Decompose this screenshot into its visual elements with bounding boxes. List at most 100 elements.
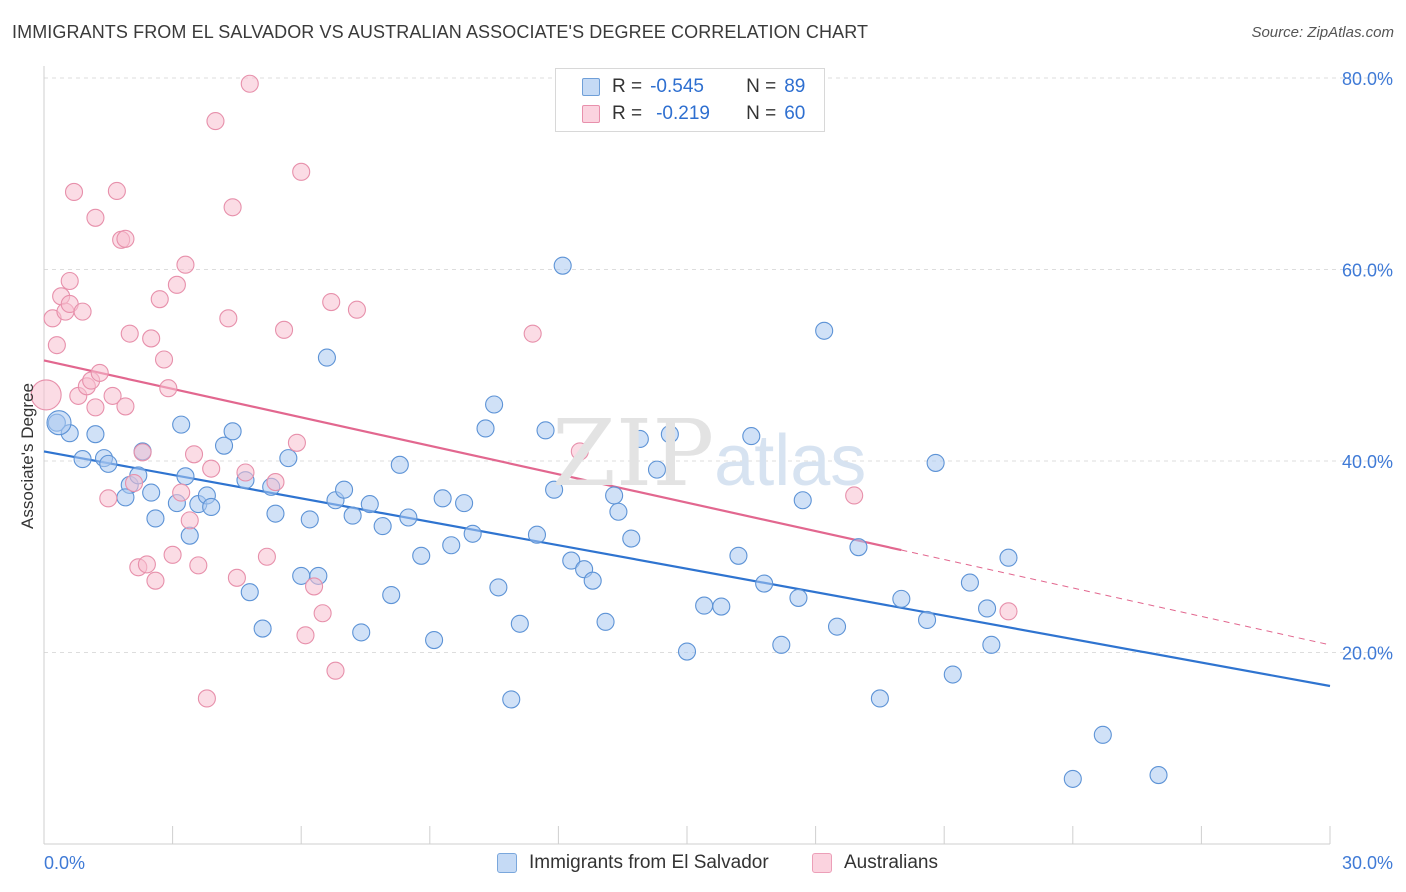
point-el-salvador [73, 450, 92, 469]
point-el-salvador [527, 525, 547, 544]
point-australians [257, 547, 276, 566]
bottom-legend-label: Australians [844, 852, 938, 873]
point-el-salvador [630, 429, 649, 449]
point-el-salvador [300, 510, 319, 529]
point-el-salvador [960, 573, 979, 592]
point-australians [206, 112, 225, 131]
point-australians [146, 571, 165, 590]
point-australians [90, 363, 109, 382]
point-el-salvador [266, 504, 285, 523]
point-el-salvador [729, 546, 748, 565]
point-australians [845, 486, 864, 505]
legend-n-label: N = [746, 76, 777, 97]
point-el-salvador [596, 612, 615, 631]
point-el-salvador [926, 453, 945, 472]
source-label: Source: ZipAtlas.com [1251, 24, 1394, 41]
point-el-salvador [317, 348, 336, 367]
point-el-salvador [562, 551, 581, 570]
watermark-atlas: atlas [714, 421, 867, 501]
point-australians [150, 290, 169, 309]
point-el-salvador [755, 574, 774, 593]
point-el-salvador [793, 491, 812, 510]
point-el-salvador [223, 422, 242, 441]
point-el-salvador [849, 538, 868, 557]
point-el-salvador [1093, 725, 1112, 744]
point-el-salvador [510, 614, 529, 633]
point-el-salvador [489, 578, 508, 597]
legend-swatch-blue [582, 78, 600, 96]
point-australians [523, 324, 542, 343]
point-australians [167, 275, 186, 294]
point-el-salvador [485, 395, 504, 414]
data-points [30, 74, 1168, 788]
legend-r-label: R = [612, 103, 643, 124]
y-tick-label: 60.0% [1342, 261, 1393, 281]
point-australians [305, 577, 324, 596]
point-australians [154, 350, 174, 369]
point-australians [275, 320, 294, 339]
point-el-salvador [827, 617, 847, 636]
point-australians [347, 300, 366, 319]
y-tick-label: 80.0% [1342, 69, 1393, 89]
point-el-salvador [583, 571, 602, 590]
point-australians [292, 162, 311, 181]
point-australians [313, 604, 332, 623]
point-el-salvador [476, 419, 495, 438]
watermark: ZIPatlas [552, 400, 866, 507]
point-el-salvador [545, 480, 564, 499]
point-el-salvador [789, 588, 808, 607]
point-el-salvador [382, 585, 401, 605]
point-australians [159, 379, 178, 398]
point-australians [172, 483, 191, 502]
point-el-salvador [253, 619, 272, 638]
point-el-salvador [240, 583, 259, 602]
point-australians [99, 489, 118, 508]
point-australians [570, 442, 589, 461]
point-el-salvador [86, 425, 105, 444]
legend-r-label: R = [612, 76, 643, 97]
bottom-legend-swatch-pink [812, 853, 832, 873]
point-el-salvador [677, 642, 697, 661]
point-australians [189, 556, 208, 575]
point-australians [116, 397, 135, 416]
point-el-salvador [202, 497, 221, 517]
point-el-salvador [335, 480, 354, 499]
point-el-salvador [892, 589, 911, 608]
point-el-salvador [172, 415, 191, 434]
point-el-salvador [742, 427, 761, 446]
point-el-salvador [146, 509, 165, 528]
point-el-salvador [343, 506, 362, 525]
point-el-salvador [442, 536, 461, 555]
point-el-salvador [399, 508, 418, 527]
point-australians [133, 443, 152, 462]
point-el-salvador [463, 524, 482, 543]
trend-line-australians [43, 359, 902, 552]
x-tick-label: 30.0% [1342, 853, 1393, 873]
point-australians [227, 568, 246, 587]
point-el-salvador [455, 494, 474, 513]
point-el-salvador [978, 599, 997, 618]
y-tick-label: 40.0% [1342, 452, 1393, 472]
point-el-salvador [918, 610, 937, 629]
gridlines [44, 77, 1392, 653]
watermark-zip: ZIP [552, 400, 715, 507]
point-el-salvador [622, 529, 641, 548]
point-australians [73, 302, 92, 321]
point-australians [184, 445, 204, 464]
point-australians [103, 386, 122, 405]
point-el-salvador [1149, 766, 1168, 785]
point-el-salvador [352, 623, 371, 642]
point-australians [142, 329, 161, 348]
point-australians [266, 473, 285, 492]
point-el-salvador [999, 548, 1018, 567]
point-el-salvador [412, 546, 431, 565]
point-el-salvador [46, 410, 72, 436]
point-el-salvador [1063, 769, 1082, 788]
legend-row-australians: R = -0.219 N = 60 [582, 103, 805, 125]
point-el-salvador [176, 467, 195, 486]
point-el-salvador [772, 635, 791, 654]
point-el-salvador [712, 597, 731, 616]
correlation-legend: R = -0.545 N = 89 R = -0.219 N = 60 [555, 68, 825, 132]
point-australians [116, 229, 135, 248]
point-australians [219, 309, 238, 328]
